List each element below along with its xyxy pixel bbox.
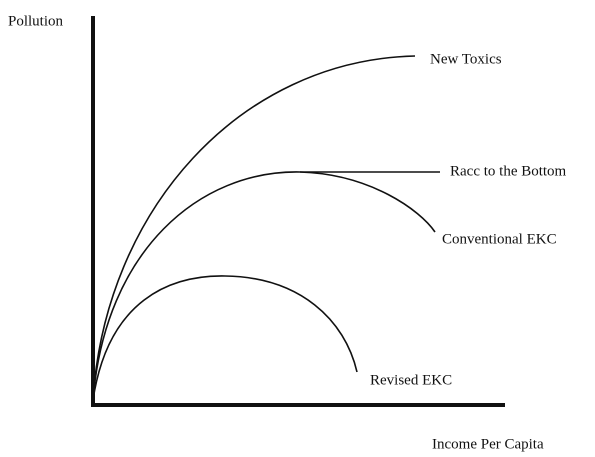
- x-axis-label: Income Per Capita: [432, 436, 544, 452]
- curve-label: New Toxics: [430, 51, 502, 67]
- curve-label: Conventional EKC: [442, 231, 557, 247]
- new-toxics-curve: [92, 55, 416, 401]
- revised-ekc-curve: [92, 275, 358, 401]
- conventional-ekc-curve: [92, 171, 436, 401]
- curve-label: Revised EKC: [370, 372, 452, 388]
- y-axis-label: Pollution: [8, 13, 64, 29]
- curve-label: Racc to the Bottom: [450, 163, 567, 179]
